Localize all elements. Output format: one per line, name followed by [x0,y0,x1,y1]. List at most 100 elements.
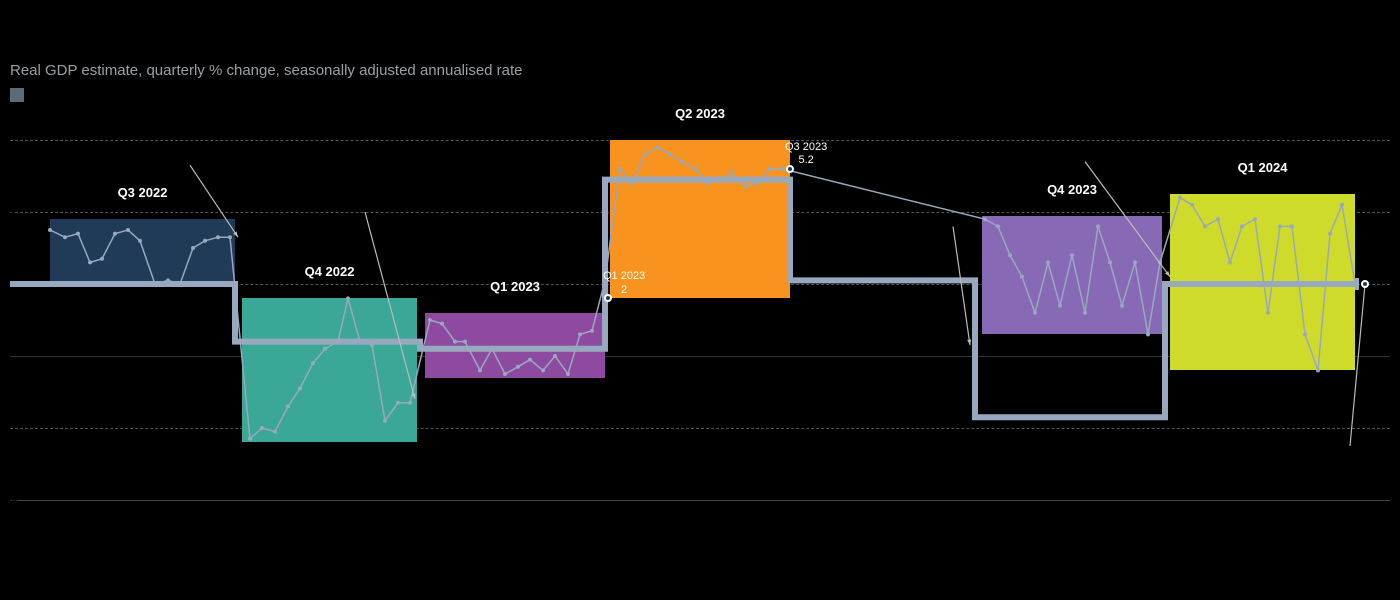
detail-dot [1020,275,1024,279]
detail-dot [553,354,557,358]
detail-dot [126,228,130,232]
detail-dot [730,170,734,174]
chart-area: -4-20246 Q3 2022Q4 2022Q1 2023Q2 2023Q4 … [10,140,1390,500]
detail-dot [668,152,672,156]
detail-dot [516,365,520,369]
detail-dot [1083,311,1087,315]
detail-dot [248,437,252,441]
svg-layer [10,140,1390,500]
detail-dot [273,430,277,434]
detail-dot [428,318,432,322]
detail-dot [76,232,80,236]
value-annotation: Q1 20232 [603,270,645,296]
detail-dot [311,361,315,365]
label-arrow [190,165,238,237]
value-annotation: Q3 20235.2 [785,141,827,167]
detail-dot [191,246,195,250]
detail-dot [1058,304,1062,308]
x-tick-label: May '24 [1338,506,1376,518]
detail-dot [260,426,264,430]
detail-dot [706,181,710,185]
detail-dot [618,167,622,171]
detail-dot [298,386,302,390]
x-tick-label: May '23 [603,506,641,518]
label-arrow [1085,162,1170,277]
detail-dot [983,217,987,221]
x-tick-label: Jan '23 [362,506,397,518]
detail-dot [1190,203,1194,207]
detail-dot [1120,304,1124,308]
detail-dot [346,296,350,300]
detail-dot [1203,224,1207,228]
detail-dot [578,332,582,336]
detail-dot [323,347,327,351]
chart-container: Real GDP estimate, quarterly % change, s… [0,0,1400,600]
detail-dot [383,419,387,423]
detail-dot [88,260,92,264]
detail-dot [693,167,697,171]
quarter-block-label: Q2 2023 [675,106,725,122]
detail-dot [478,368,482,372]
gridline [10,500,1390,501]
detail-dot [656,145,660,149]
value-marker [1361,280,1369,288]
detail-dot [358,340,362,344]
detail-dot [718,178,722,182]
detail-dot [1253,217,1257,221]
x-tick-label: Mar '24 [1215,506,1251,518]
detail-dot [216,235,220,239]
x-tick-label: Sep '22 [114,506,151,518]
detail-dot [768,167,772,171]
detail-dot [1146,332,1150,336]
detail-dot [680,160,684,164]
x-tick-label: Jan '24 [1090,506,1125,518]
detail-dot [1316,368,1320,372]
detail-dot [780,167,784,171]
label-arrow [365,212,415,399]
detail-dot [1108,260,1112,264]
detail-dot [1133,260,1137,264]
detail-dot [178,282,182,286]
detail-dot [528,358,532,362]
detail-dot [1266,311,1270,315]
detail-dot [566,372,570,376]
detail-dot [643,152,647,156]
detail-dot [1303,332,1307,336]
detail-dot [1046,260,1050,264]
detail-dot [336,340,340,344]
x-tick-label: Sep '23 [849,506,886,518]
detail-dot [490,347,494,351]
detail-dot [203,239,207,243]
detail-dot [541,368,545,372]
estimate-detail-line [50,147,1355,439]
detail-dot [996,224,1000,228]
detail-dot [113,232,117,236]
detail-dot [396,401,400,405]
detail-dot [1178,196,1182,200]
detail-dot [1290,224,1294,228]
x-tick-label: Jul '23 [728,506,759,518]
detail-dot [463,340,467,344]
x-tick-label: Nov '22 [239,506,276,518]
detail-dot [286,404,290,408]
detail-dot [743,185,747,189]
detail-dot [1340,203,1344,207]
detail-dot [138,239,142,243]
detail-dot [48,228,52,232]
x-tick-label: Jul '22 [0,506,31,518]
detail-dot [756,181,760,185]
detail-dot [503,372,507,376]
detail-dot [370,343,374,347]
detail-dot [228,235,232,239]
detail-dot [1033,311,1037,315]
detail-dot [1240,224,1244,228]
x-tick-label: Nov '23 [972,506,1009,518]
detail-dot [63,235,67,239]
value-marker [786,165,794,173]
detail-dot [1328,232,1332,236]
detail-dot [408,401,412,405]
detail-dot [166,278,170,282]
detail-dot [1278,224,1282,228]
detail-dot [440,322,444,326]
chart-title: Real GDP estimate, quarterly % change, s… [10,62,523,79]
